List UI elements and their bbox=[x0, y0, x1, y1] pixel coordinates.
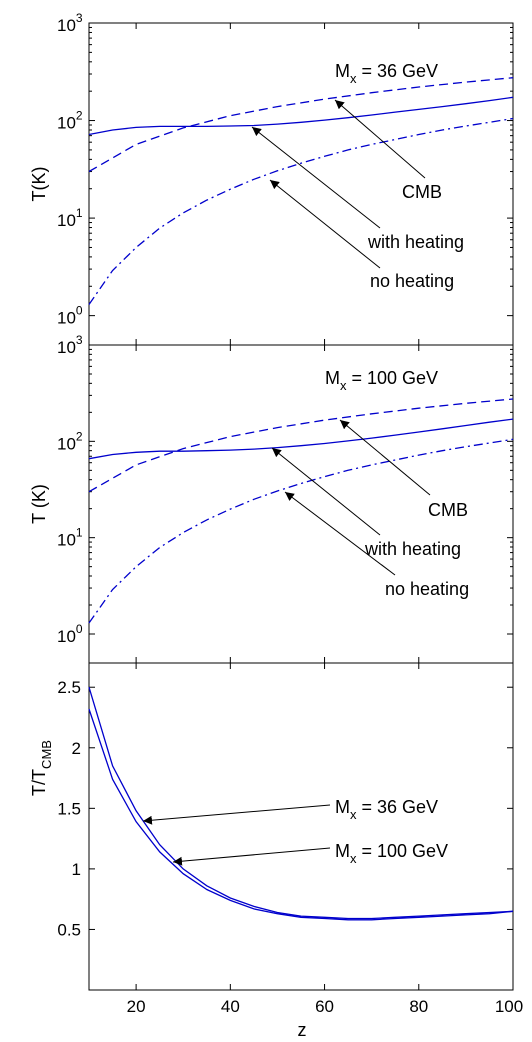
y-axis-title: T (K) bbox=[29, 484, 49, 524]
series-cmb-line bbox=[88, 77, 514, 173]
panel-top: 100 101 102 103 Mx = 36 GeV T(K) CMB with h… bbox=[29, 11, 514, 346]
annotation-cmb: CMB bbox=[428, 500, 468, 520]
y-tick-label: 102 bbox=[57, 429, 83, 453]
annotation-no-heating: no heating bbox=[370, 271, 454, 291]
series-with-heating-line bbox=[88, 418, 514, 460]
series-cmb-line bbox=[88, 398, 514, 493]
x-tick-label: 20 bbox=[127, 997, 146, 1016]
annotation-no-heating: no heating bbox=[385, 579, 469, 599]
panel-middle: 100 101 102 103 Mx = 100 GeV T (K) CMB with… bbox=[29, 333, 514, 664]
arrow-with-heating bbox=[271, 447, 381, 536]
mass-label: Mx = 36 GeV bbox=[335, 61, 438, 86]
arrow-100gev bbox=[172, 847, 331, 866]
series-with-heating-line bbox=[88, 96, 514, 136]
x-tick-label: 60 bbox=[315, 997, 334, 1016]
y-tick-label: 102 bbox=[57, 109, 83, 133]
arrow-cmb bbox=[334, 99, 426, 179]
panel-middle-plot-area: 100 101 102 103 bbox=[57, 333, 514, 663]
x-tick-label: 40 bbox=[221, 997, 240, 1016]
panel-bottom-plot-area: 0.5 1 1.5 2 2.5 20 40 60 80 100 bbox=[57, 663, 523, 1016]
x-tick-label: 80 bbox=[409, 997, 428, 1016]
y-axis-title: T(K) bbox=[29, 167, 49, 202]
mass-label: Mx = 100 GeV bbox=[325, 368, 438, 393]
plot-frame bbox=[88, 22, 514, 346]
series-m-x-100-gev-line bbox=[88, 708, 514, 921]
x-tick-label: 100 bbox=[495, 997, 523, 1016]
y-axis-title: T/TCMB bbox=[29, 740, 54, 796]
plot-frame bbox=[88, 662, 514, 991]
y-tick-label: 101 bbox=[57, 526, 83, 550]
y-tick-label: 100 bbox=[57, 304, 83, 328]
arrow-cmb bbox=[339, 419, 431, 496]
y-tick-label: 1.5 bbox=[57, 799, 81, 818]
annotation-with-heating: with heating bbox=[364, 539, 461, 559]
y-tick-label: 1 bbox=[72, 860, 81, 879]
arrow-36gev bbox=[142, 804, 331, 825]
y-tick-label: 100 bbox=[57, 622, 83, 646]
y-tick-label: 101 bbox=[57, 206, 83, 230]
panel-top-plot-area: 100 101 102 103 bbox=[57, 11, 514, 345]
series-no-heating-line bbox=[88, 117, 514, 305]
annotation-with-heating: with heating bbox=[367, 232, 464, 252]
annotation-cmb: CMB bbox=[402, 182, 442, 202]
x-axis-title: z bbox=[298, 1020, 307, 1040]
arrow-no-heating bbox=[284, 491, 396, 576]
y-tick-label: 0.5 bbox=[57, 920, 81, 939]
series-no-heating-line bbox=[88, 438, 514, 624]
series-m-x-36-gev-line bbox=[88, 687, 514, 920]
y-tick-label: 103 bbox=[57, 333, 83, 357]
panel-bottom: 0.5 1 1.5 2 2.5 20 40 60 80 100 T/TCMB z Mx = 36 … bbox=[29, 662, 523, 1040]
arrow-with-heating bbox=[251, 126, 381, 229]
annotation-36gev: Mx = 36 GeV bbox=[335, 797, 438, 822]
y-tick-label: 2 bbox=[72, 739, 81, 758]
y-tick-label: 103 bbox=[57, 11, 83, 35]
y-tick-label: 2.5 bbox=[57, 678, 81, 697]
annotation-100gev: Mx = 100 GeV bbox=[335, 841, 448, 866]
arrow-no-heating bbox=[269, 179, 381, 269]
